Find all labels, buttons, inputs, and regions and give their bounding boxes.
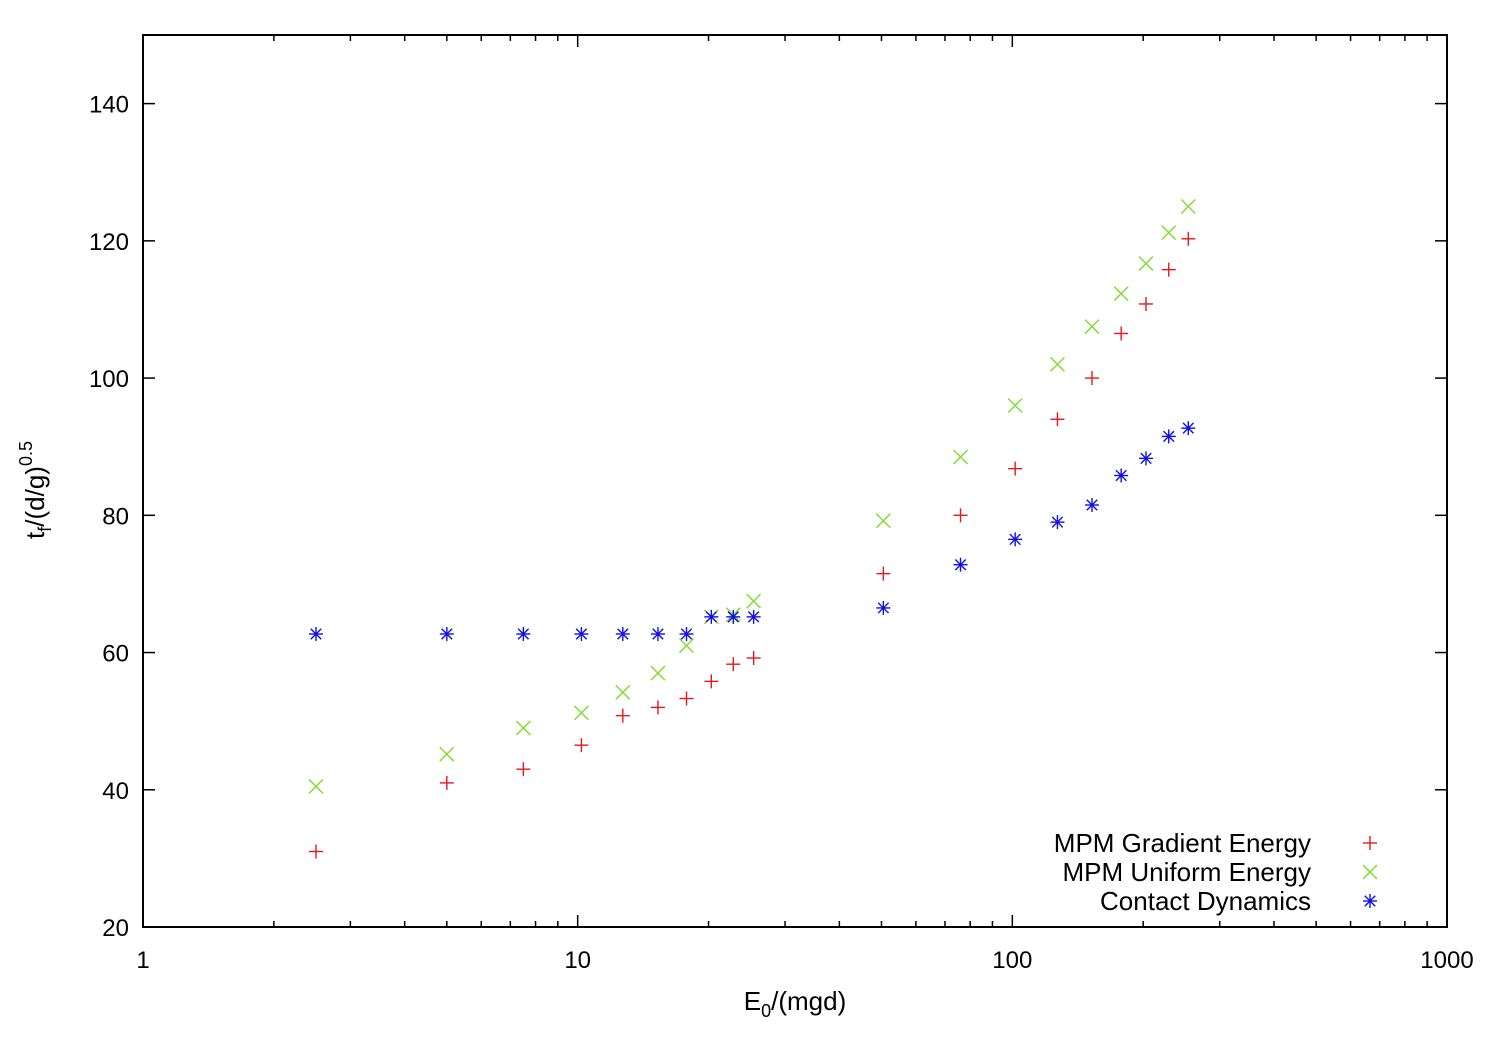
data-points [308,199,1196,859]
point-mpm-uniform-energy [1113,286,1129,302]
point-mpm-gradient-energy [1084,371,1099,386]
point-mpm-gradient-energy [516,762,531,777]
point-contact-dynamics [1008,532,1023,547]
point-mpm-gradient-energy [574,738,589,753]
point-contact-dynamics [679,627,694,642]
x-tick-label: 1 [136,947,149,974]
x-tick-label: 1000 [1420,947,1473,974]
x-tick-label: 10 [564,947,591,974]
point-contact-dynamics [1181,421,1196,436]
point-mpm-uniform-energy [1180,199,1196,215]
point-contact-dynamics [439,627,454,642]
point-contact-dynamics [574,627,589,642]
point-mpm-gradient-energy [876,566,891,581]
point-contact-dynamics [876,600,891,615]
point-mpm-gradient-energy [1161,262,1176,277]
y-axis-label: tf/(d/g)0.5 [16,441,55,539]
point-mpm-uniform-energy [308,778,324,794]
plot-frame [142,34,1448,928]
point-mpm-gradient-energy [953,508,968,523]
x-axis-label: E0/(mgd) [744,986,846,1021]
point-contact-dynamics [1114,468,1129,483]
legend-marker-contact-dynamics [1363,894,1377,908]
point-mpm-gradient-energy [746,651,761,666]
point-mpm-gradient-energy [439,775,454,790]
point-mpm-uniform-energy [875,513,891,529]
point-mpm-uniform-energy [1161,225,1177,241]
point-mpm-gradient-energy [1138,296,1153,311]
point-contact-dynamics [1161,429,1176,444]
point-contact-dynamics [746,609,761,624]
point-mpm-uniform-energy [746,593,762,609]
legend-label-contact-dynamics: Contact Dynamics [1100,886,1311,916]
x-tick-label: 100 [992,947,1032,974]
y-tick-label: 140 [89,92,129,119]
y-tick-label: 40 [102,778,129,805]
point-mpm-gradient-energy [726,657,741,672]
point-mpm-uniform-energy [1138,255,1154,271]
point-mpm-uniform-energy [953,449,969,465]
point-mpm-uniform-energy [615,684,631,700]
point-mpm-uniform-energy [650,665,666,681]
legend-label-mpm-uniform-energy: MPM Uniform Energy [1063,857,1312,887]
point-mpm-gradient-energy [679,691,694,706]
point-mpm-gradient-energy [1114,326,1129,341]
point-mpm-uniform-energy [1007,398,1023,414]
point-contact-dynamics [308,627,323,642]
x-axis-label-subscript: 0 [761,1001,771,1021]
y-tick-label: 60 [102,641,129,668]
legend-label-mpm-gradient-energy: MPM Gradient Energy [1054,828,1311,858]
y-tick-label: 100 [89,366,129,393]
point-mpm-uniform-energy [1049,356,1065,372]
point-mpm-gradient-energy [650,700,665,715]
point-contact-dynamics [1084,498,1099,513]
point-mpm-gradient-energy [308,844,323,859]
y-axis-label-subscript: f [35,526,55,532]
legend-marker-mpm-uniform-energy [1362,864,1378,880]
point-mpm-uniform-energy [515,720,531,736]
legend-marker-mpm-gradient-energy [1363,836,1377,850]
point-contact-dynamics [615,627,630,642]
point-contact-dynamics [726,609,741,624]
point-contact-dynamics [1138,451,1153,466]
point-mpm-uniform-energy [679,638,695,654]
point-contact-dynamics [1050,515,1065,530]
point-mpm-gradient-energy [1050,412,1065,427]
y-axis-label-superscript: 0.5 [16,441,36,466]
point-mpm-uniform-energy [573,705,589,721]
point-mpm-uniform-energy [1084,319,1100,335]
point-contact-dynamics [650,627,665,642]
point-mpm-gradient-energy [615,708,630,723]
point-mpm-gradient-energy [1181,231,1196,246]
point-contact-dynamics [516,627,531,642]
point-mpm-uniform-energy [439,746,455,762]
y-tick-label: 80 [102,503,129,530]
point-mpm-gradient-energy [704,674,719,689]
y-tick-label: 120 [89,229,129,256]
ticks: 1 10 100 1000 20 40 60 80 100 120 140 [89,35,1474,974]
point-contact-dynamics [953,557,968,572]
point-contact-dynamics [704,609,719,624]
y-tick-label: 20 [102,915,129,942]
point-mpm-gradient-energy [1008,461,1023,476]
